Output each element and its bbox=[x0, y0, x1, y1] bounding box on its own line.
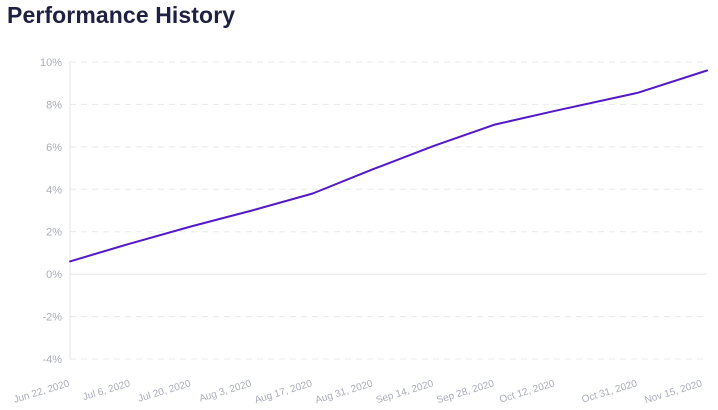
y-tick-label: 6% bbox=[46, 142, 62, 154]
y-tick-label: -4% bbox=[42, 354, 62, 366]
x-tick-label: Aug 31, 2020 bbox=[314, 378, 375, 406]
x-tick-label: Oct 31, 2020 bbox=[581, 378, 639, 405]
x-tick-label: Sep 14, 2020 bbox=[375, 378, 436, 406]
y-axis-ticks: 10% 8% 6% 4% 2% 0% -2% -4% bbox=[40, 57, 62, 366]
page-title: Performance History bbox=[7, 2, 236, 28]
series-line bbox=[69, 69, 708, 263]
series-layer bbox=[69, 69, 708, 263]
x-tick-label: Aug 3, 2020 bbox=[198, 378, 253, 404]
y-tick-label: 4% bbox=[46, 184, 62, 196]
y-tick-label: -2% bbox=[42, 312, 62, 324]
x-tick-label: Aug 17, 2020 bbox=[253, 378, 314, 406]
x-tick-label: Oct 12, 2020 bbox=[498, 378, 556, 405]
y-tick-label: 0% bbox=[46, 269, 62, 281]
x-tick-label: Sep 28, 2020 bbox=[435, 378, 496, 406]
x-tick-label: Jun 22, 2020 bbox=[12, 378, 71, 406]
x-axis-ticks: Jun 22, 2020 Jul 6, 2020 Jul 20, 2020 Aug 3… bbox=[12, 378, 704, 406]
y-tick-label: 10% bbox=[40, 57, 62, 69]
x-tick-label: Jul 6, 2020 bbox=[82, 378, 132, 403]
x-tick-label: Jul 20, 2020 bbox=[137, 378, 193, 405]
x-tick-label: Nov 15, 2020 bbox=[643, 378, 704, 406]
y-tick-label: 8% bbox=[46, 99, 62, 111]
grid-layer bbox=[69, 61, 707, 360]
y-tick-label: 2% bbox=[46, 227, 62, 239]
